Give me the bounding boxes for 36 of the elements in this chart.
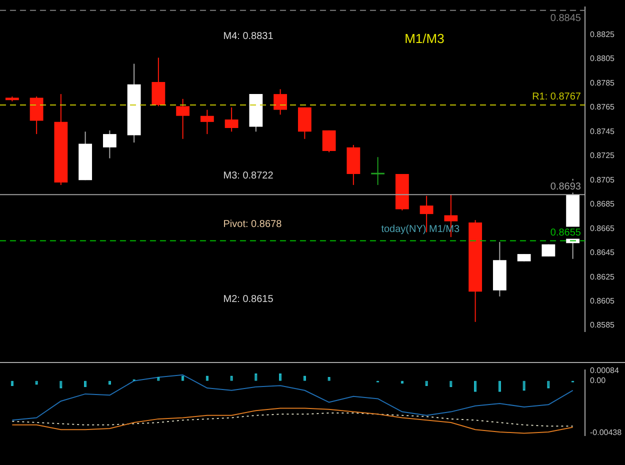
y-tick-label: 0.8805 — [590, 54, 616, 64]
y-tick-label: 0.8785 — [590, 78, 616, 88]
ref-line-label: 0.8693 — [550, 181, 582, 192]
ref-line-label: R1: 0.8767 — [532, 92, 582, 103]
candlestick — [322, 130, 336, 153]
annotation: M4: 0.8831 — [223, 30, 274, 42]
ref-line-label: 0.8845 — [550, 13, 582, 24]
candlestick — [102, 130, 116, 159]
y-tick-label: 0.8705 — [590, 175, 616, 184]
candlestick — [152, 57, 166, 107]
y-tick-label: 0.8625 — [590, 272, 616, 282]
y-tick-label: 0.8685 — [590, 200, 616, 209]
y-tick-label: 0.8765 — [590, 102, 616, 112]
y-tick-label: -0.00438 — [590, 428, 622, 438]
y-tick-label: 0.8725 — [590, 151, 616, 160]
candlestick — [542, 244, 556, 257]
ref-line-label: 0.8655 — [550, 227, 582, 238]
annotation: Pivot: 0.8678 — [223, 219, 282, 230]
y-tick-label: 0.8585 — [590, 320, 616, 330]
candlestick — [274, 88, 288, 116]
candlestick — [200, 109, 214, 135]
annotation: M1/M3 — [404, 30, 444, 46]
y-tick-label: 0.8745 — [590, 126, 616, 136]
annotation: M3: 0.8722 — [223, 170, 274, 182]
candlestick — [176, 98, 190, 140]
annotation: M2: 0.8615 — [223, 294, 274, 305]
line-series — [12, 412, 574, 427]
y-tick-label: 0.00084 — [590, 366, 620, 376]
candlestick — [30, 96, 44, 135]
candlestick — [371, 156, 385, 186]
y-tick-label: 0.00 — [590, 376, 606, 386]
candlestick — [224, 106, 238, 132]
y-tick-label: 0.8665 — [590, 224, 616, 233]
y-tick-label: 0.8825 — [590, 30, 616, 39]
y-tick-label: 0.8645 — [590, 248, 616, 258]
y-tick-label: 0.8605 — [590, 296, 616, 306]
